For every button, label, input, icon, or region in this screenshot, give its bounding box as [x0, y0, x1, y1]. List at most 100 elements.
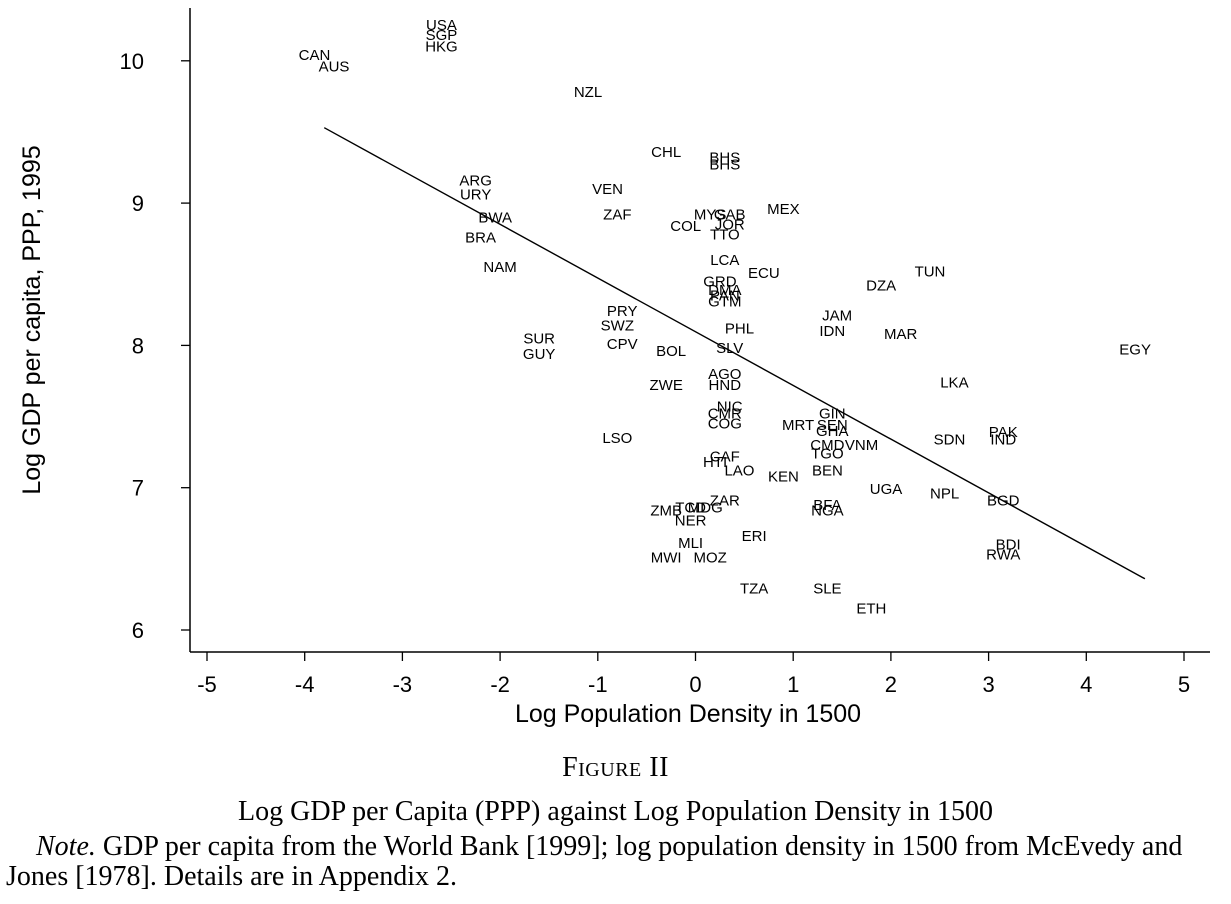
point-label: MOZ	[693, 549, 726, 566]
point-label: DZA	[866, 278, 896, 295]
point-label: CPV	[607, 336, 638, 353]
point-label: VNM	[845, 437, 878, 454]
point-label: NER	[675, 512, 707, 529]
point-label: SLE	[813, 581, 841, 598]
point-label: RWA	[986, 547, 1020, 564]
note-label: Note.	[36, 831, 96, 862]
point-label: GTM	[708, 293, 741, 310]
point-label: BRA	[465, 229, 496, 246]
point-label: CAF	[710, 448, 740, 465]
point-label: BDI	[996, 537, 1021, 554]
x-tick-label: 4	[1080, 672, 1092, 697]
point-label: SEN	[817, 417, 848, 434]
point-label: TCD	[675, 500, 706, 517]
point-label: NGA	[811, 502, 844, 519]
x-axis-title: Log Population Density in 1500	[515, 700, 861, 728]
point-label: ZWE	[650, 377, 683, 394]
point-label: AUS	[319, 58, 350, 75]
point-label: SLV	[716, 340, 743, 357]
point-label: HTI	[703, 454, 727, 471]
point-label: JAM	[822, 308, 852, 325]
point-label: BHS	[709, 150, 740, 167]
point-label: NPL	[930, 485, 959, 502]
point-label: USA	[426, 17, 457, 34]
point-label: CHL	[651, 144, 681, 161]
point-label: CMR	[708, 406, 742, 423]
note-text: GDP per capita from the World Bank [1999…	[6, 831, 1183, 892]
point-label: HND	[709, 377, 742, 394]
point-label: LCA	[710, 252, 739, 269]
axes: -5 -4 -3 -2 -1 0 1 2 3 4 5 6 7 8 9 10	[120, 8, 1210, 697]
point-label: ARG	[459, 172, 492, 189]
point-label: GHA	[816, 423, 849, 440]
point-label: COL	[670, 218, 701, 235]
x-tick-label: 2	[885, 672, 897, 697]
point-label: BOL	[656, 343, 686, 360]
point-label: AGO	[708, 366, 741, 383]
x-tick-label: -1	[588, 672, 608, 697]
point-label: NZL	[574, 84, 602, 101]
point-label: GIN	[819, 406, 846, 423]
point-label: LAO	[724, 463, 754, 480]
y-tick-label: 6	[132, 618, 144, 643]
figure-title: Log GDP per Capita (PPP) against Log Pop…	[238, 796, 993, 827]
point-label: UGA	[870, 481, 903, 498]
point-label: LKA	[940, 374, 968, 391]
x-tick-label: 3	[982, 672, 994, 697]
point-label: PAK	[989, 424, 1018, 441]
point-label: PRY	[607, 303, 638, 320]
point-label: TTO	[710, 226, 740, 243]
x-tick-label: 1	[787, 672, 799, 697]
point-label: TGO	[811, 446, 844, 463]
y-axis-title: Log GDP per capita, PPP, 1995	[18, 145, 46, 494]
point-label: CAN	[299, 47, 331, 64]
point-label: MWI	[651, 549, 682, 566]
point-label: GUY	[523, 346, 556, 363]
point-label: CMD	[810, 437, 844, 454]
point-label: SDN	[934, 431, 966, 448]
fit-line-group	[323, 127, 1146, 580]
point-label: ETH	[856, 601, 886, 618]
point-label: BEN	[812, 463, 843, 480]
point-label: ZAF	[603, 206, 631, 223]
x-tick-label: -5	[197, 672, 217, 697]
point-label: HKG	[425, 39, 458, 56]
point-label: LSO	[602, 430, 632, 447]
point-label: IND	[990, 431, 1016, 448]
point-label: BHS	[709, 157, 740, 174]
point-label: DMA	[708, 282, 741, 299]
point-label: MAR	[884, 326, 918, 343]
point-label: GRD	[703, 273, 737, 290]
point-label: ERI	[742, 528, 767, 545]
point-label: MYS	[694, 206, 727, 223]
point-label: BWA	[478, 209, 512, 226]
figure-note: Note. GDP per capita from the World Bank…	[6, 832, 1228, 892]
point-label: IDN	[819, 323, 845, 340]
y-tick-label: 10	[120, 49, 144, 74]
x-tick-label: -2	[490, 672, 510, 697]
y-tick-label: 8	[132, 333, 144, 358]
point-label: PHL	[725, 320, 754, 337]
x-tick-label: 0	[689, 672, 701, 697]
point-label: NIC	[717, 399, 743, 416]
point-label: SGP	[426, 27, 458, 44]
point-label: BGD	[987, 493, 1020, 510]
point-label: URY	[460, 187, 491, 204]
point-label: MEX	[767, 201, 800, 218]
point-label: KEN	[768, 468, 799, 485]
figure-number: Figure II	[562, 752, 669, 783]
point-label: MDG	[688, 500, 723, 517]
point-label: ZAR	[710, 493, 740, 510]
point-label: EGY	[1119, 342, 1151, 359]
y-tick-label: 9	[132, 191, 144, 216]
point-label: NAM	[483, 259, 516, 276]
fit-line	[323, 127, 1146, 580]
point-label: GAB	[714, 206, 746, 223]
point-label: SUR	[523, 330, 555, 347]
point-label: VEN	[592, 181, 623, 198]
point-label: TZA	[740, 581, 768, 598]
x-tick-label: 5	[1178, 672, 1190, 697]
point-label: COG	[708, 416, 742, 433]
